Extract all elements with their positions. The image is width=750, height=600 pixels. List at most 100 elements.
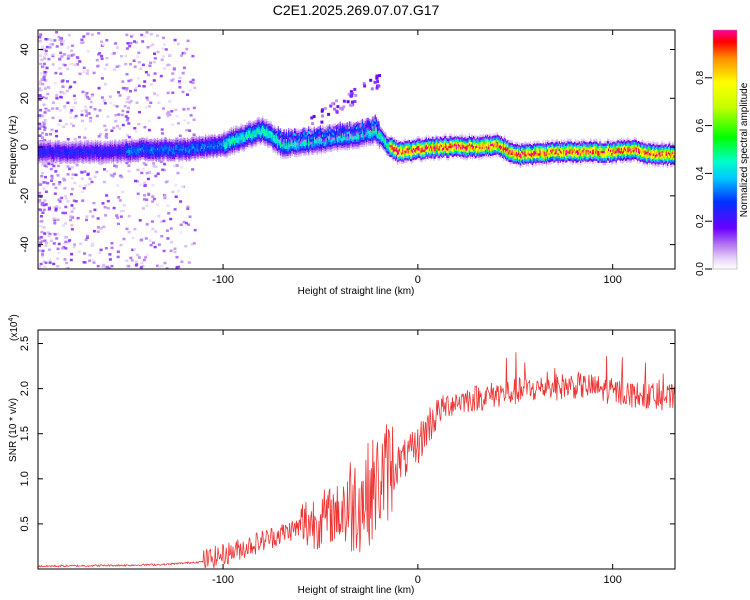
noise-cell [168,53,172,57]
noise-cell [174,183,178,187]
ridge-cell [137,140,139,143]
ridge-cell [122,139,124,142]
ridge-cell [407,148,409,151]
ridge-cell [230,129,233,132]
noise-cell [44,175,47,179]
ridge-cell [214,154,217,157]
ridge-cell [435,152,437,155]
ridge-cell [316,152,318,156]
ridge-cell [246,137,249,140]
noise-cell [130,35,134,38]
noise-cell [71,173,75,176]
ridge-cell [215,136,218,139]
ridge-cell [77,160,79,163]
ridge-cell [54,158,56,161]
ridge-cell [347,123,349,126]
ridge-cell [459,134,461,138]
ridge-cell [147,151,149,155]
ridge-cell [184,138,187,141]
ridge-cell [351,144,354,147]
noise-cell [38,181,42,184]
noise-cell [70,54,74,57]
noise-cell [54,170,58,173]
ridge-cell [122,151,124,155]
ridge-cell [107,141,109,144]
noise-cell [100,54,104,58]
noise-cell [40,78,44,81]
ridge-cell [119,145,121,148]
ridge-cell [271,134,273,138]
noise-cell [97,86,101,90]
ridge-cell [105,161,107,164]
ridge-cell [354,146,356,150]
ridge-cell [379,126,382,130]
ridge-cell [64,151,67,154]
ridge-cell [45,141,47,144]
ridge-cell [63,148,65,151]
noise-cell [43,128,47,132]
ridge-cell [291,146,294,149]
ridge-cell [304,151,307,154]
ridge-cell [237,130,239,134]
ridge-cell [464,134,466,137]
ridge-cell [425,152,428,155]
noise-cell [126,116,130,120]
ridge-cell [188,158,190,161]
ridge-cell [165,147,167,150]
ridge-cell [46,143,48,146]
ridge-cell [135,142,137,145]
ridge-cell [392,152,394,155]
ridge-cell [370,133,372,137]
noise-cell [49,167,53,171]
ridge-cell [296,147,298,151]
ridge-cell [152,159,154,162]
ridge-cell [125,143,128,147]
ridge-cell [153,140,155,143]
ridge-cell [222,146,224,149]
ridge-cell [103,148,105,152]
ridge-cell [368,133,370,136]
ridge-cell [317,145,319,148]
ridge-cell [389,137,391,140]
ridge-cell [167,151,169,155]
ridge-cell [55,152,57,155]
ridge-cell [366,137,369,140]
ridge-cell [206,139,208,142]
ridge-cell [270,126,272,129]
ridge-cell [218,141,220,144]
ridge-cell [110,143,113,147]
ridge-cell [241,127,243,130]
ridge-cell [290,148,293,151]
noise-cell [43,161,47,165]
ridge-cell [69,141,71,145]
ridge-cell [294,149,296,153]
noise-cell [178,86,182,89]
ridge-cell [301,148,303,151]
ridge-cell [141,139,144,143]
ridge-cell [415,147,417,151]
ridge-cell [66,157,69,160]
ridge-cell [204,146,206,150]
ridge-cell [478,140,480,144]
ridge-cell [56,144,58,147]
ridge-cell [147,141,149,145]
noise-cell [81,119,84,123]
ridge-cell [416,146,418,150]
noise-cell [110,242,114,245]
noise-cell [103,102,107,105]
ridge-cell [116,148,118,152]
ridge-cell [181,153,183,157]
ridge-cell [151,146,153,149]
noise-cell [42,78,46,81]
ridge-cell [268,135,270,138]
ridge-cell [59,156,61,160]
ridge-cell [66,149,69,153]
ridge-cell [310,150,312,154]
ridge-cell [363,122,365,126]
ridge-cell [113,149,115,152]
ridge-cell [50,159,53,162]
ridge-cell [170,151,173,154]
ridge-cell [40,150,42,153]
ridge-cell [122,156,124,159]
ridge-cell [213,134,215,137]
